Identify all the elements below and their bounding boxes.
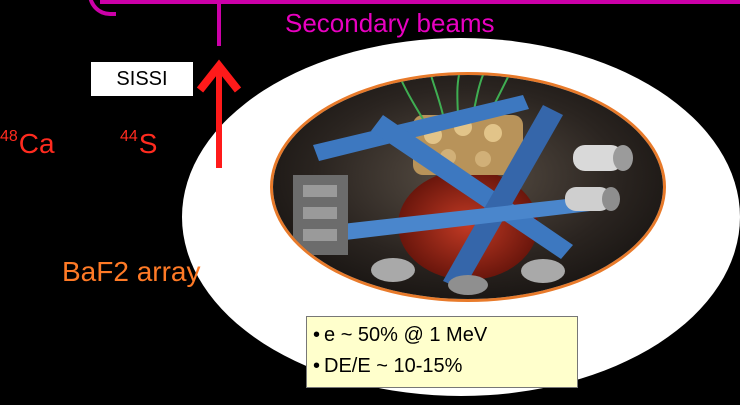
info-resolution: DE/E ~ 10-15%	[324, 355, 463, 377]
detector-label: BaF2 array	[62, 256, 201, 287]
isotope-s44: 44S	[120, 128, 157, 160]
info-item: • e ~ 50% @ 1 MeV	[313, 320, 577, 351]
info-box: • e ~ 50% @ 1 MeV • DE/E ~ 10-15%	[306, 316, 578, 388]
info-item: • DE/E ~ 10-15%	[313, 351, 577, 382]
sissi-label: SISSI	[116, 67, 168, 90]
detector-photo-image	[273, 75, 663, 299]
bullet-icon: •	[313, 324, 321, 346]
beam-line-curve	[88, 0, 116, 16]
diagram-title: Secondary beams	[285, 8, 495, 38]
isotope-s44-symbol: S	[138, 128, 158, 159]
beam-line-top	[100, 0, 740, 4]
sissi-label-box: SISSI	[91, 62, 193, 96]
isotope-ca48-mass: 48	[0, 128, 18, 145]
bullet-icon: •	[313, 355, 321, 377]
up-arrow-icon	[196, 59, 242, 168]
beam-line-drop	[217, 0, 221, 46]
isotope-ca48: 48Ca	[0, 128, 55, 160]
detector-photo	[270, 72, 666, 302]
info-efficiency: e ~ 50% @ 1 MeV	[324, 324, 488, 346]
isotope-s44-mass: 44	[120, 128, 138, 145]
isotope-ca48-symbol: Ca	[18, 128, 55, 159]
